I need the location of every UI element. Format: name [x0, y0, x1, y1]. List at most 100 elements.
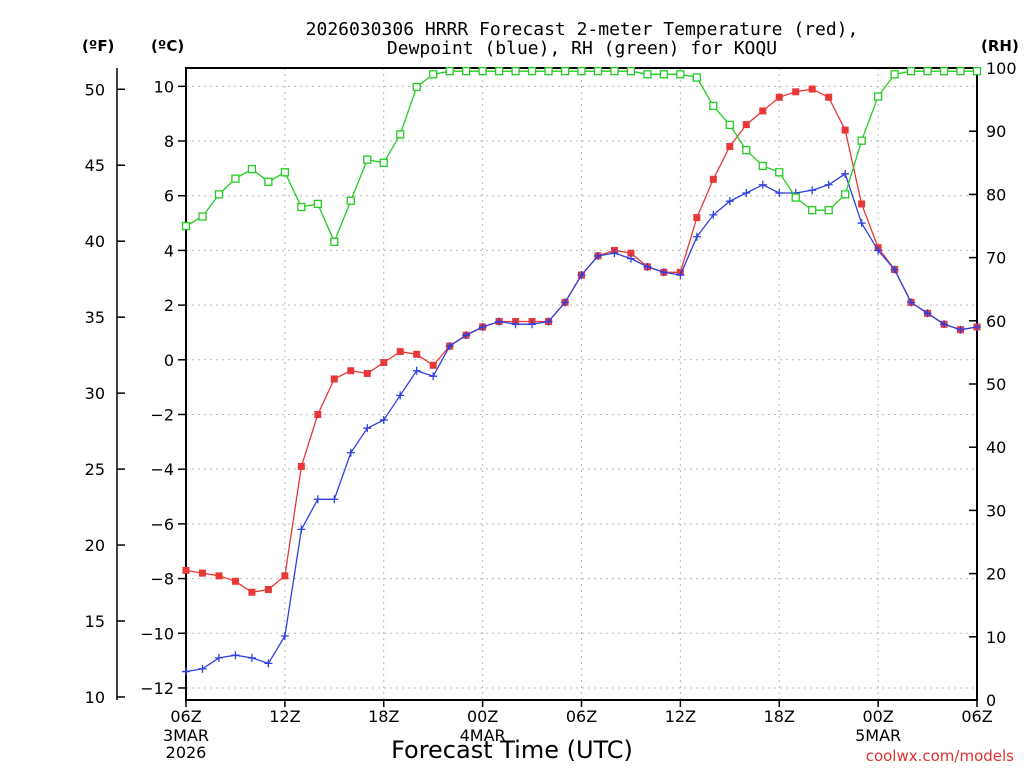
- credit-label: coolwx.com/models: [866, 747, 1014, 765]
- dewpoint-point: [973, 322, 981, 331]
- dewpoint-point: [610, 249, 619, 258]
- rh-unit-label: (RH): [981, 37, 1019, 55]
- fahrenheit-unit-label: (ºF): [82, 37, 114, 55]
- dewpoint-point: [742, 188, 751, 197]
- rh-point: [297, 202, 306, 212]
- date-label: 3MAR: [163, 726, 209, 745]
- series-dewpoint: [182, 169, 981, 676]
- dewpoint-point: [198, 664, 207, 673]
- temperature-point: [215, 572, 223, 580]
- rh-point: [231, 174, 240, 183]
- rh-point: [775, 168, 784, 177]
- temperature-point: [413, 350, 421, 358]
- rh-point: [956, 67, 965, 76]
- fahrenheit-axis: 50 45 40 35 30 25 20 15 10: [85, 80, 125, 707]
- celsius-unit-label: (ºC): [151, 37, 184, 55]
- temperature-point: [330, 375, 338, 383]
- rh-point: [939, 67, 949, 76]
- dewpoint-point: [511, 320, 520, 329]
- rh-point: [791, 193, 800, 202]
- dewpoint-point: [363, 424, 372, 433]
- rh-point: [461, 67, 471, 76]
- dewpoint-point: [346, 448, 355, 457]
- chart-title: 2026030306 HRRR Forecast 2-meter Tempera…: [306, 19, 859, 40]
- temperature-point: [281, 572, 289, 580]
- fahrenheit-tick-label: 15: [85, 612, 105, 631]
- rh-point: [841, 190, 850, 199]
- dewpoint-point: [495, 317, 504, 326]
- dewpoint-point: [247, 653, 256, 662]
- temperature-point: [231, 577, 239, 585]
- fahrenheit-tick-label: 25: [85, 460, 105, 479]
- rh-tick-label: 0: [986, 691, 996, 710]
- temperature-point: [429, 361, 437, 369]
- rh-point: [264, 177, 273, 186]
- rh-tick-label: 20: [986, 565, 1006, 584]
- time-tick-label: 18Z: [764, 707, 795, 726]
- temperature-point: [759, 107, 767, 115]
- grid-lines: [185, 68, 978, 700]
- celsius-tick-label: 10: [154, 77, 174, 96]
- rh-point: [857, 136, 866, 145]
- temperature-point: [726, 142, 734, 150]
- dewpoint-point: [907, 298, 916, 307]
- rh-point: [560, 67, 570, 76]
- rh-tick-label: 30: [986, 501, 1006, 520]
- rh-point: [725, 120, 734, 130]
- rh-point: [181, 221, 191, 231]
- rh-point: [906, 67, 916, 76]
- dewpoint-point: [462, 331, 471, 340]
- temperature-point: [693, 214, 701, 222]
- temperature-point: [858, 200, 866, 208]
- rh-point: [478, 67, 487, 76]
- rh-point: [396, 130, 405, 139]
- rh-point: [313, 199, 322, 209]
- dewpoint-point: [280, 632, 289, 641]
- dewpoint-point: [956, 325, 965, 334]
- temperature-point: [248, 588, 256, 596]
- axis-unit-labels: (ºF) (ºC) (RH): [82, 37, 1019, 55]
- celsius-tick-label: −8: [150, 570, 174, 589]
- rh-tick-label: 90: [986, 122, 1006, 141]
- rh-point: [676, 70, 685, 79]
- series-rh: [181, 67, 982, 246]
- rh-tick-label: 40: [986, 438, 1006, 457]
- temperature-point: [709, 175, 717, 183]
- rh-point: [280, 168, 290, 177]
- dewpoint-point: [940, 320, 949, 329]
- rh-point: [923, 67, 932, 76]
- rh-tick-label: 50: [986, 375, 1006, 394]
- temperature-point: [792, 88, 800, 96]
- date-label: 5MAR: [855, 726, 901, 745]
- temperature-point: [264, 586, 272, 594]
- dewpoint-point: [396, 391, 405, 400]
- rh-point: [742, 146, 751, 155]
- dewpoint-point: [330, 495, 339, 504]
- rh-point: [412, 82, 421, 92]
- temperature-point: [347, 367, 355, 375]
- time-tick-label: 00Z: [862, 707, 893, 726]
- plot-frame: [185, 67, 978, 701]
- rh-point: [429, 70, 438, 79]
- date-label: 4MAR: [460, 726, 506, 745]
- rh-point: [709, 101, 718, 111]
- fahrenheit-tick-label: 35: [85, 308, 105, 327]
- celsius-tick-label: −4: [150, 460, 174, 479]
- dewpoint-point: [593, 251, 602, 260]
- temperature-point: [182, 566, 190, 574]
- dewpoint-point: [544, 317, 553, 326]
- dewpoint-point: [429, 372, 438, 381]
- rh-point: [824, 206, 833, 215]
- temperature-point: [297, 462, 305, 470]
- rh-point: [511, 67, 520, 76]
- dewpoint-point: [857, 219, 866, 228]
- time-tick-label: 18Z: [368, 707, 399, 726]
- time-tick-label: 12Z: [269, 707, 300, 726]
- rh-point: [247, 164, 257, 174]
- rh-point: [445, 67, 454, 76]
- series-layer: [181, 67, 982, 676]
- time-tick-label: 06Z: [961, 707, 992, 726]
- x-axis-label: Forecast Time (UTC): [391, 736, 633, 764]
